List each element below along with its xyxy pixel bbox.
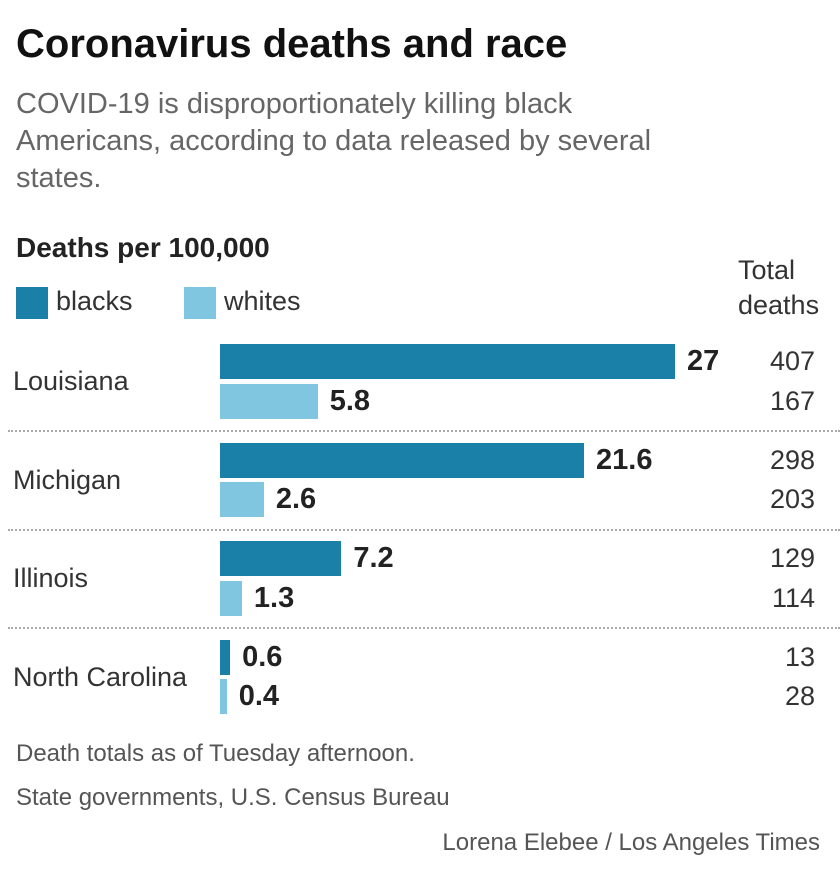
row-separator xyxy=(8,430,840,432)
data-label-whites: 0.4 xyxy=(238,680,280,712)
bar-whites xyxy=(220,580,242,616)
category-label: Michigan xyxy=(13,464,122,495)
bar-whites xyxy=(220,679,227,714)
data-label-whites: 5.8 xyxy=(329,384,371,417)
legend-label-whites: whites xyxy=(224,286,301,316)
total-deaths-whites: 203 xyxy=(769,484,815,514)
chart-subtitle: COVID-19 is disproportionately killing b… xyxy=(16,88,652,194)
total-deaths-whites: 167 xyxy=(769,385,815,416)
bar-whites xyxy=(220,383,318,419)
category-label: Louisiana xyxy=(13,366,129,396)
total-deaths-whites: 114 xyxy=(771,582,815,613)
total-deaths-header: Total deaths xyxy=(738,255,820,320)
credit: Lorena Elebee / Los Angeles Times xyxy=(442,829,820,856)
data-label-blacks: 7.2 xyxy=(353,542,394,574)
bar-whites xyxy=(220,482,264,517)
data-label-blacks: 0.6 xyxy=(242,640,283,673)
bar-blacks xyxy=(220,541,342,576)
bar-blacks xyxy=(220,442,584,478)
data-label-whites: 2.6 xyxy=(275,483,317,515)
total-deaths-blacks: 298 xyxy=(769,444,815,475)
data-label-whites: 1.3 xyxy=(253,581,295,614)
row-separator xyxy=(8,627,840,629)
category-label: Illinois xyxy=(13,563,89,593)
source: State governments, U.S. Census Bureau xyxy=(16,784,450,811)
category-label: North Carolina xyxy=(13,661,188,692)
chart-title: Coronavirus deaths and race xyxy=(16,22,568,66)
bar-blacks xyxy=(220,639,231,675)
legend-swatch-whites xyxy=(184,287,216,319)
axis-label: Deaths per 100,000 xyxy=(16,232,270,263)
footnote: Death totals as of Tuesday afternoon. xyxy=(16,740,415,767)
legend-swatch-blacks xyxy=(16,287,48,319)
total-deaths-whites: 28 xyxy=(784,681,815,711)
data-label-blacks: 21.6 xyxy=(596,443,653,476)
total-deaths-blacks: 407 xyxy=(769,346,815,376)
total-deaths-blacks: 129 xyxy=(769,543,815,573)
total-deaths-blacks: 13 xyxy=(784,641,815,672)
row-separator xyxy=(8,528,840,531)
legend-label-blacks: blacks xyxy=(56,286,133,316)
data-label-blacks: 27 xyxy=(687,345,720,377)
bar-blacks xyxy=(220,344,675,379)
